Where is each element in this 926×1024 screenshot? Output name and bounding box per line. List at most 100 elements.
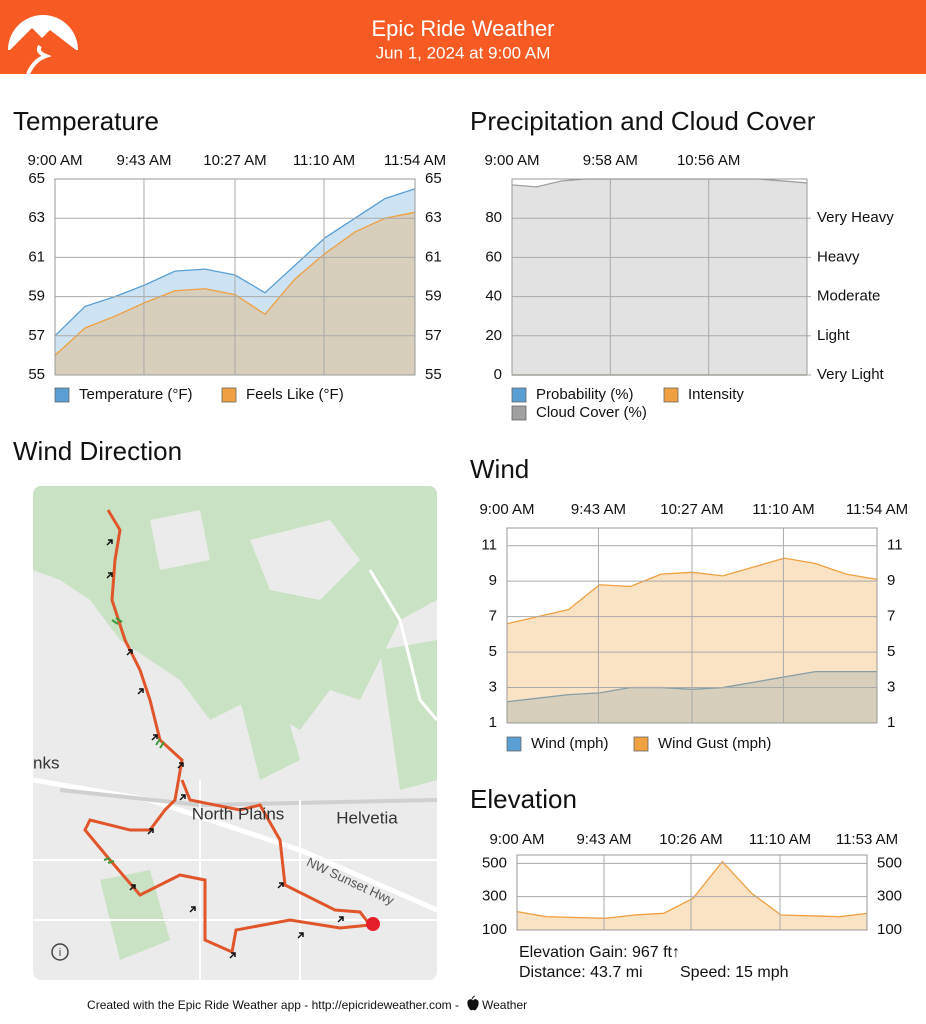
area-fill — [517, 861, 867, 930]
plot-border — [54, 178, 416, 376]
legend-label: Probability (%) — [536, 386, 634, 403]
y-tick-label: 59 — [28, 288, 45, 305]
y-tick-label: 80 — [485, 209, 502, 226]
y-tick-label-right: 57 — [425, 327, 442, 344]
y-tick-label: 40 — [485, 288, 502, 305]
legend-swatch — [221, 387, 237, 403]
x-tick-label: 11:10 AM — [749, 831, 811, 848]
x-tick-label: 10:26 AM — [659, 831, 722, 848]
apple-logo — [467, 995, 479, 1011]
map-label: Helvetia — [336, 808, 398, 827]
x-tick-label: 10:27 AM — [203, 152, 266, 169]
legend-label: Temperature (°F) — [79, 386, 193, 403]
app-logo — [8, 15, 78, 75]
x-tick-label: 11:54 AM — [384, 152, 446, 169]
legend-label: Cloud Cover (%) — [536, 404, 647, 421]
annotation: Distance: 43.7 mi — [519, 964, 643, 981]
y-tick-label-right: 1 — [887, 714, 895, 731]
legend-swatch — [633, 736, 649, 752]
legend-swatch — [511, 405, 527, 421]
chart-title: Temperature — [13, 106, 159, 136]
area-fill — [512, 179, 807, 375]
y-tick-label: 0 — [494, 366, 502, 383]
y-tick-label-right: 300 — [877, 888, 902, 905]
y2-tick-label: Moderate — [817, 288, 880, 305]
chart-title: Precipitation and Cloud Cover — [470, 106, 816, 136]
y-tick-label-right: 63 — [425, 209, 442, 226]
footer-credit: Created with the Epic Ride Weather app -… — [87, 998, 459, 1012]
y-tick-label: 65 — [28, 170, 45, 187]
legend-swatch — [663, 387, 679, 403]
y-tick-label: 60 — [485, 248, 502, 265]
annotation: Elevation Gain: 967 ft↑ — [519, 944, 680, 961]
map-label: nks — [33, 753, 59, 772]
y-tick-label-right: 65 — [425, 170, 442, 187]
chart-title: Elevation — [470, 784, 577, 814]
date-subtitle: Jun 1, 2024 at 9:00 AM — [376, 43, 551, 62]
y2-tick-label: Very Heavy — [817, 209, 894, 226]
x-tick-label: 11:10 AM — [752, 501, 814, 518]
chart-title: Wind — [470, 454, 529, 484]
plot-border — [511, 178, 808, 376]
y-tick-label-right: 9 — [887, 572, 895, 589]
map: i North Plains Helvetia NW Sunset Hwy nk… — [33, 486, 437, 980]
x-tick-label: 9:00 AM — [479, 501, 534, 518]
legend-swatch — [54, 387, 70, 403]
area-fill — [55, 212, 415, 375]
legend-label: Feels Like (°F) — [246, 386, 344, 403]
y-tick-label: 300 — [482, 888, 507, 905]
y-tick-label: 1 — [489, 714, 497, 731]
x-tick-label: 9:58 AM — [583, 152, 638, 169]
y-tick-label: 11 — [481, 537, 497, 554]
y2-tick-label: Very Light — [817, 366, 885, 383]
y2-tick-label: Heavy — [817, 248, 860, 265]
y-tick-label-right: 7 — [887, 608, 895, 625]
map-title: Wind Direction — [13, 436, 182, 466]
x-tick-label: 10:27 AM — [660, 501, 723, 518]
plot-area — [512, 179, 807, 375]
plot-border — [516, 854, 868, 931]
plot-border — [506, 527, 878, 724]
y-tick-label: 61 — [28, 248, 45, 265]
annotation: Speed: 15 mph — [680, 964, 789, 981]
y-tick-label: 63 — [28, 209, 45, 226]
header-bar — [0, 0, 926, 74]
x-tick-label: 9:43 AM — [571, 501, 626, 518]
y-tick-label: 100 — [482, 921, 507, 938]
y-tick-label: 7 — [489, 608, 497, 625]
y-tick-label: 57 — [28, 327, 45, 344]
y-tick-label-right: 55 — [425, 366, 442, 383]
y-tick-label: 9 — [489, 572, 497, 589]
y-tick-label-right: 5 — [887, 643, 895, 660]
legend-swatch — [511, 387, 527, 403]
y-tick-label-right: 11 — [887, 537, 903, 554]
app-title: Epic Ride Weather — [371, 16, 554, 41]
x-tick-label: 9:00 AM — [484, 152, 539, 169]
x-tick-label: 9:00 AM — [27, 152, 82, 169]
y-tick-label-right: 500 — [877, 854, 902, 871]
x-tick-label: 11:53 AM — [836, 831, 898, 848]
legend-label: Wind (mph) — [531, 735, 609, 752]
series-line — [516, 860, 868, 919]
legend-label: Intensity — [688, 386, 744, 403]
x-tick-label: 9:43 AM — [576, 831, 631, 848]
y-tick-label: 5 — [489, 643, 497, 660]
y2-tick-label: Light — [817, 327, 850, 344]
y-tick-label: 20 — [485, 327, 502, 344]
legend-swatch — [506, 736, 522, 752]
x-tick-label: 11:54 AM — [846, 501, 908, 518]
map-label: North Plains — [192, 804, 285, 823]
y-tick-label-right: 61 — [425, 248, 442, 265]
x-tick-label: 10:56 AM — [677, 152, 740, 169]
y-tick-label: 3 — [489, 679, 497, 696]
x-tick-label: 9:43 AM — [116, 152, 171, 169]
y-tick-label: 55 — [28, 366, 45, 383]
x-tick-label: 11:10 AM — [293, 152, 355, 169]
y-tick-label: 500 — [482, 854, 507, 871]
x-tick-label: 9:00 AM — [489, 831, 544, 848]
svg-text:i: i — [59, 947, 61, 959]
legend-label: Wind Gust (mph) — [658, 735, 771, 752]
footer-source: Weather — [482, 998, 527, 1012]
